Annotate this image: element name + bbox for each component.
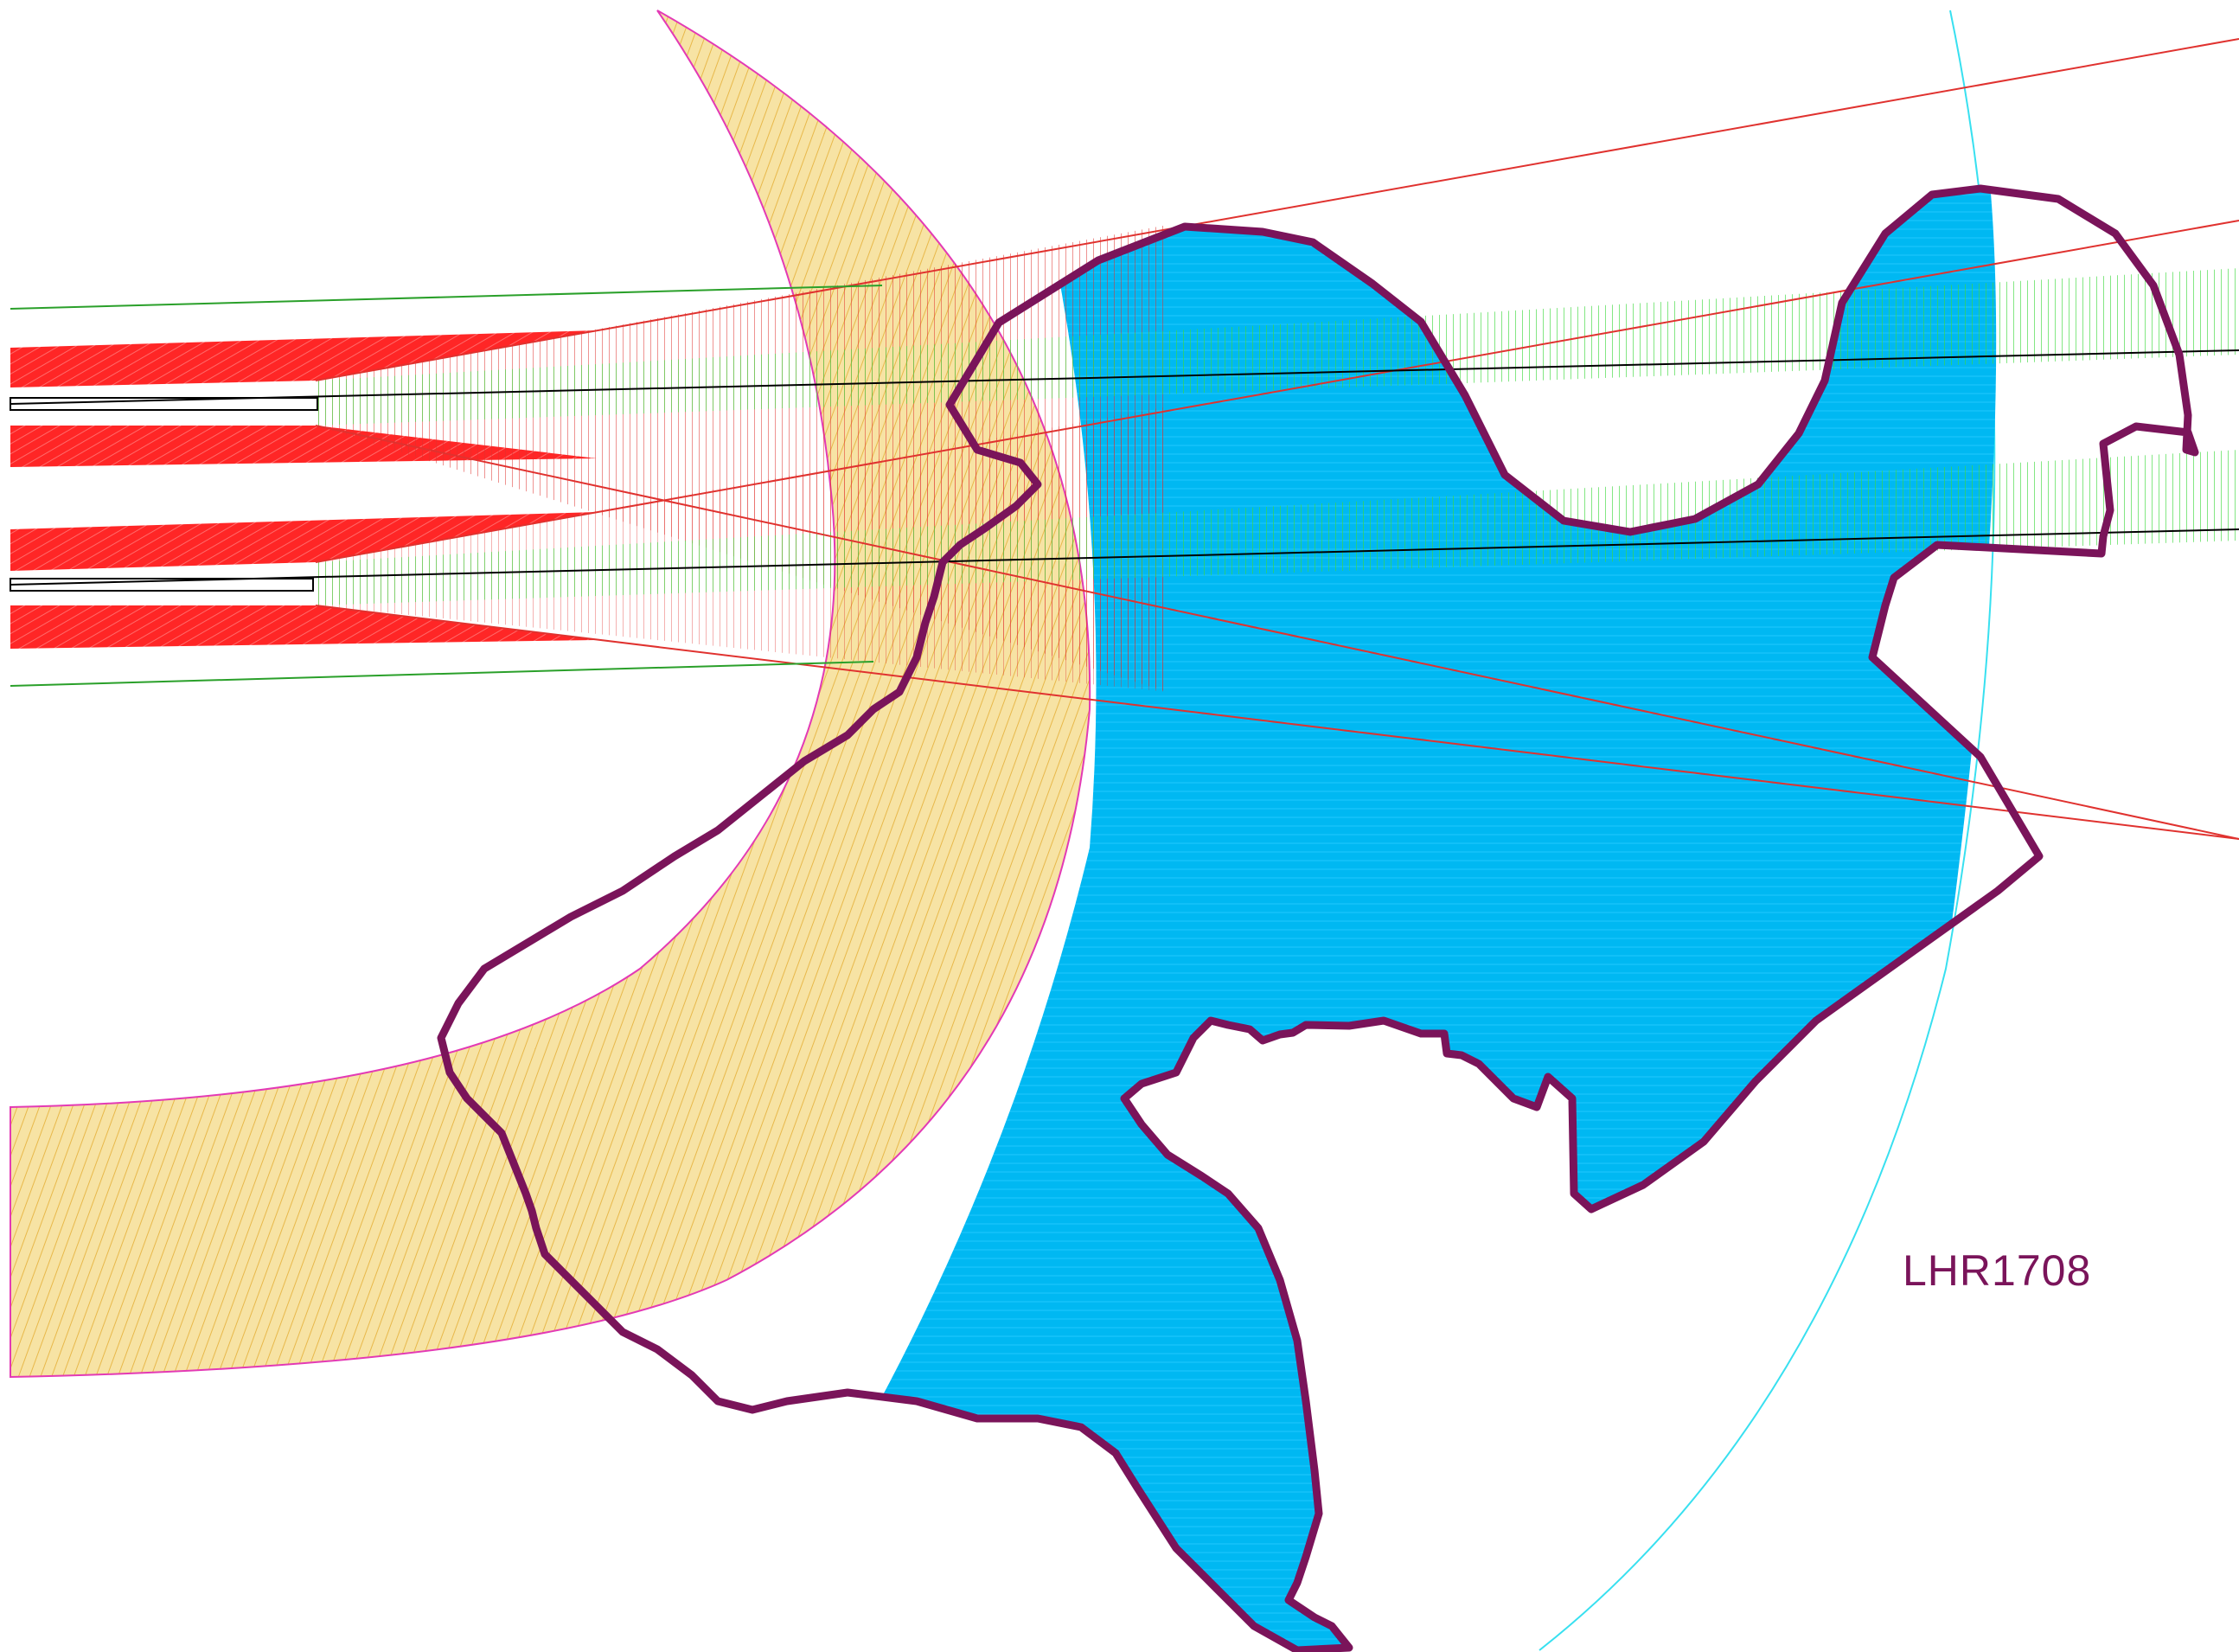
boundary-outline bbox=[437, 184, 2199, 1652]
runway-centerlines bbox=[10, 349, 2239, 586]
runway-wedges bbox=[10, 330, 597, 649]
arc-band bbox=[10, 10, 1091, 1379]
approach-bounds-green bbox=[10, 285, 883, 687]
map-label: LHR1708 bbox=[1903, 1246, 2092, 1295]
approach-rays-red bbox=[315, 38, 2239, 840]
